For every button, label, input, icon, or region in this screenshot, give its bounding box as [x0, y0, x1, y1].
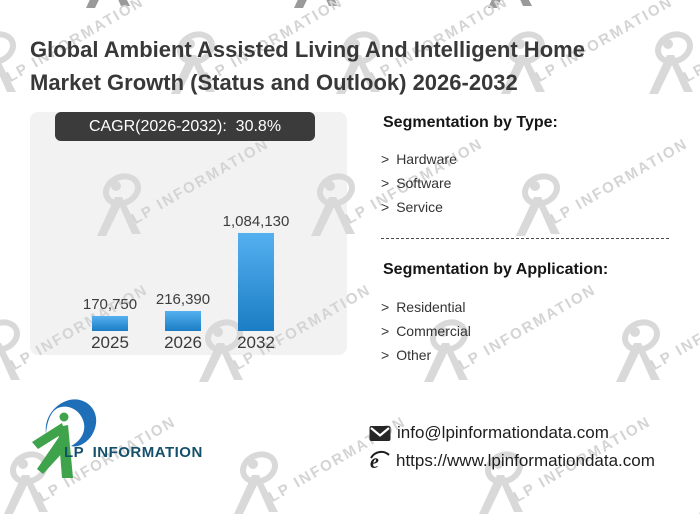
list-marker: > [381, 323, 390, 339]
x-axis-label: 2026 [164, 333, 202, 352]
segmentation-application-heading: Segmentation by Application: [383, 261, 609, 278]
chart-panel: CAGR(2026-2032): 30.8% 170,750 216,390 1… [30, 112, 347, 355]
lp-watermark-icon [234, 451, 278, 514]
watermark: LP INFORMATION [645, 0, 700, 108]
list-item: > Other [381, 347, 681, 363]
watermark: LP INFORMATION [290, 0, 500, 22]
list-item: > Hardware [381, 151, 681, 167]
website-row: e https://www.lpinformationdata.com [369, 450, 655, 472]
website-link[interactable]: https://www.lpinformationdata.com [396, 451, 655, 470]
segment-application-label: Residential [396, 299, 466, 315]
lp-information-logo: LP INFORMATION [26, 392, 226, 487]
lp-logo-icon [32, 399, 97, 478]
bar-value-label: 216,390 [155, 291, 211, 308]
bar [165, 311, 201, 331]
bar [92, 316, 128, 331]
x-axis-label: 2025 [91, 333, 129, 352]
cagr-banner: CAGR(2026-2032): 30.8% [55, 112, 315, 141]
watermark-text: LP INFORMATION [680, 0, 700, 86]
dashed-divider [381, 238, 669, 239]
list-marker: > [381, 151, 390, 167]
browser-icon: e [369, 450, 390, 472]
email-icon [369, 425, 391, 442]
list-marker: > [381, 175, 390, 191]
bar-value-label: 1,084,130 [222, 213, 290, 230]
bar-group-2026: 216,390 [148, 291, 218, 331]
page-title: Global Ambient Assisted Living And Intel… [30, 37, 585, 95]
bar [238, 233, 274, 331]
list-marker: > [381, 347, 390, 363]
list-marker: > [381, 199, 390, 215]
segmentation-type-heading: Segmentation by Type: [383, 114, 558, 131]
segment-application-label: Other [396, 347, 432, 363]
logo-wordmark: LP INFORMATION [64, 444, 203, 461]
watermark: LP INFORMATION [82, 0, 292, 22]
lp-watermark-icon [649, 31, 693, 94]
x-axis-label: 2032 [237, 333, 275, 352]
list-marker: > [381, 299, 390, 315]
list-item: > Commercial [381, 323, 681, 339]
email-row: info@lpinformationdata.com [369, 423, 609, 443]
lp-watermark-icon [86, 0, 130, 8]
list-item: > Residential [381, 299, 681, 315]
lp-watermark-icon [488, 0, 532, 8]
segment-application-label: Commercial [396, 323, 471, 339]
segment-type-label: Service [396, 199, 443, 215]
bar-value-label: 170,750 [82, 296, 138, 313]
lp-watermark-icon [0, 319, 20, 380]
lp-watermark-icon [294, 0, 338, 8]
bar-group-2025: 170,750 [75, 296, 145, 331]
watermark: LP INFORMATION [695, 448, 700, 528]
list-item: > Service [381, 199, 681, 215]
svg-text:e: e [370, 451, 379, 472]
lp-watermark-icon [699, 511, 700, 514]
bar-group-2032: 1,084,130 [221, 213, 291, 331]
lp-watermark-icon [0, 31, 16, 92]
list-item: > Software [381, 175, 681, 191]
email-link[interactable]: info@lpinformationdata.com [397, 423, 609, 442]
segment-type-label: Software [396, 175, 452, 191]
segment-type-label: Hardware [396, 151, 457, 167]
watermark: LP INFORMATION [484, 0, 694, 22]
